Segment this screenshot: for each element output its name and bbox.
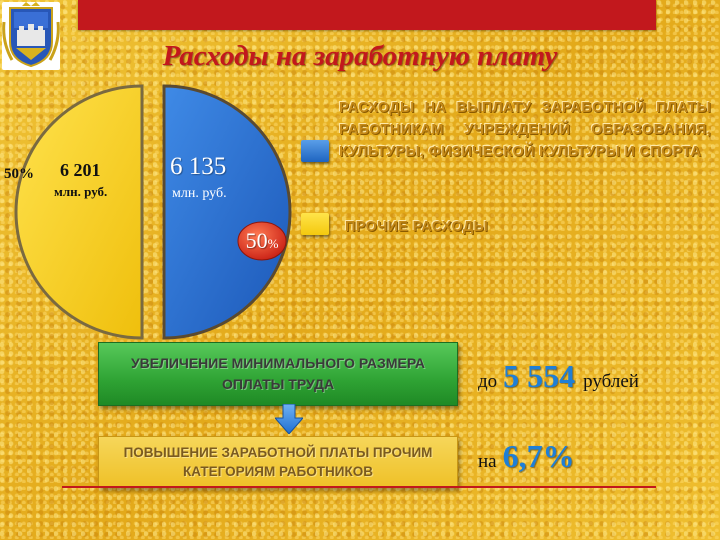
down-arrow-icon	[275, 404, 303, 434]
salary-raise-result: на 6,7%	[478, 438, 583, 475]
salary-raise-value: 6,7%	[502, 438, 575, 474]
pie-slice-left	[14, 84, 144, 340]
salary-raise-box: Повышение заработной платы прочим катего…	[98, 436, 458, 488]
top-red-bar	[78, 0, 656, 30]
legend-swatch-blue	[301, 140, 329, 162]
coat-of-arms-icon	[2, 2, 60, 70]
min-wage-result: до 5 554 рублей	[478, 358, 639, 395]
min-wage-prefix: до	[478, 371, 498, 392]
legend-swatch-yellow	[301, 213, 329, 235]
pie-chart	[14, 84, 292, 340]
legend-label-other: Прочие расходы	[345, 219, 489, 235]
pie-left-value: 6 201	[60, 160, 101, 180]
pie-slice-right	[162, 84, 292, 340]
min-wage-value: 5 554	[503, 358, 576, 394]
percent-badge: 50 %	[236, 220, 288, 262]
legend-label-salary: Расходы на выплату заработной платы рабо…	[339, 100, 711, 160]
badge-shape	[237, 221, 287, 261]
slide-title: Расходы на заработную плату	[162, 40, 558, 72]
salary-raise-prefix: на	[478, 451, 497, 472]
min-wage-suffix: рублей	[583, 371, 639, 392]
pie-left-percent: 50%	[4, 166, 34, 182]
pie-right-unit: млн. руб.	[172, 186, 227, 201]
pie-right-value: 6 135	[170, 153, 227, 180]
bottom-red-line	[62, 486, 656, 488]
min-wage-increase-box: Увеличение минимального размера оплаты т…	[98, 342, 458, 406]
badge-percent-number: 50	[245, 228, 268, 253]
badge-percent-sign: %	[267, 236, 279, 251]
pie-left-unit: млн. руб.	[54, 184, 108, 199]
